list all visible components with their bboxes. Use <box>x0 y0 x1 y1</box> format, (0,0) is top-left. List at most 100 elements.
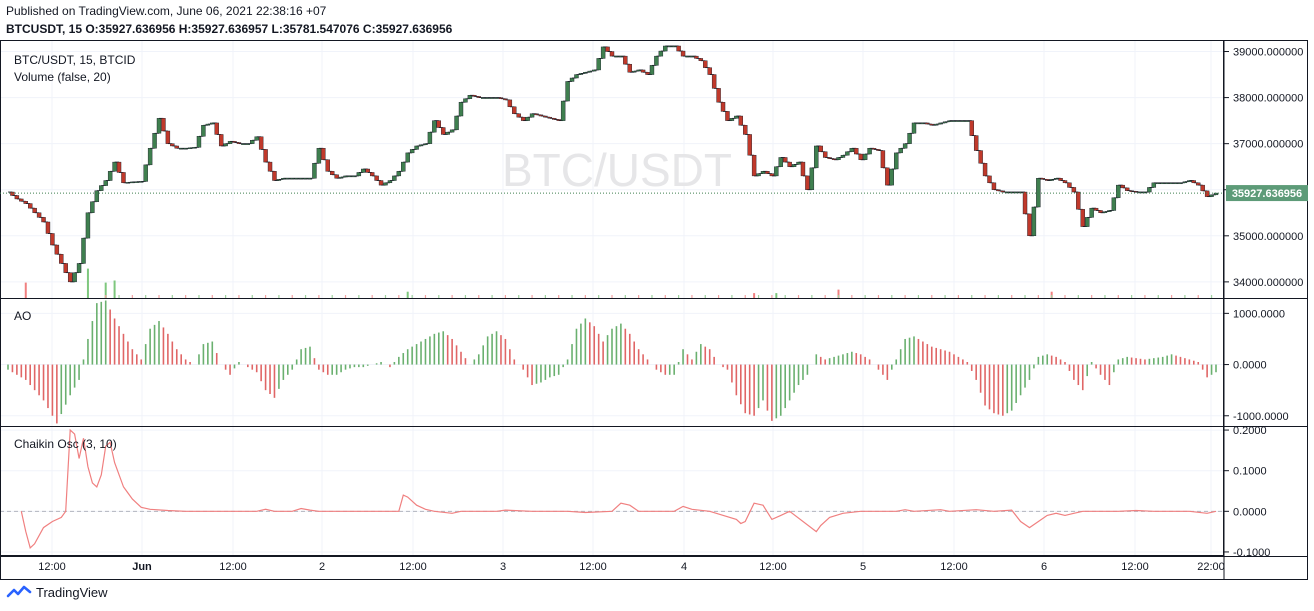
volume-bar <box>571 295 573 298</box>
candle <box>743 125 748 135</box>
chaikin-pane-title: Chaikin Osc (3, 10) <box>14 437 117 451</box>
candle <box>787 161 792 167</box>
volume-bar <box>638 295 640 298</box>
candle <box>218 134 224 147</box>
volume-bar <box>731 295 733 298</box>
watermark: BTC/USDT <box>502 144 732 196</box>
volume-bar <box>1117 295 1119 298</box>
volume-bar <box>504 295 507 298</box>
volume-bar <box>1077 295 1079 298</box>
volume-bar <box>971 295 973 298</box>
candle <box>263 149 268 163</box>
volume-bar <box>997 295 999 298</box>
candle <box>605 46 610 52</box>
volume-bar <box>86 268 89 298</box>
candle <box>45 221 51 234</box>
candle <box>623 55 628 65</box>
candle <box>809 167 815 190</box>
candle <box>725 111 730 121</box>
volume-bar <box>291 295 293 298</box>
candle <box>254 136 259 141</box>
volume-bar <box>145 295 147 298</box>
candle <box>1204 190 1210 197</box>
candle <box>107 171 113 181</box>
candle <box>14 195 20 200</box>
volume-bar <box>611 295 613 298</box>
volume-bar <box>185 295 187 298</box>
volume-bar <box>771 295 773 298</box>
candle <box>747 134 752 156</box>
time-tick-label: 2 <box>319 561 325 573</box>
volume-bar <box>158 295 160 298</box>
volume-bar <box>278 295 280 298</box>
volume-bar <box>717 295 720 298</box>
candle <box>258 136 264 150</box>
candle <box>1111 197 1117 211</box>
candle <box>569 77 575 82</box>
volume-bar <box>371 295 373 298</box>
candle <box>778 157 783 167</box>
candle <box>969 120 974 136</box>
volume-bar <box>598 295 600 298</box>
last-price-label: 35927.636956 <box>0 185 1308 202</box>
candle <box>441 127 446 135</box>
ao-pane-title: AO <box>14 309 31 323</box>
volume-bar <box>753 293 756 298</box>
candle <box>854 148 859 155</box>
ao-tick-label: 0.0000 <box>1233 360 1267 372</box>
candle <box>214 122 219 135</box>
candle <box>85 212 91 239</box>
price-tick-label: 34000.000000 <box>1233 277 1303 289</box>
candle <box>800 161 806 177</box>
candle <box>196 136 202 148</box>
volume-bar <box>238 295 240 298</box>
volume-bar <box>491 295 493 298</box>
candle <box>272 171 277 181</box>
volume-bar <box>1037 295 1039 298</box>
volume-bar <box>1157 295 1159 298</box>
volume-bars <box>24 268 1213 298</box>
volume-bar <box>304 295 307 298</box>
candle <box>427 131 433 144</box>
outer-frame <box>0 40 1308 580</box>
candle <box>41 217 46 223</box>
candle <box>67 272 73 283</box>
candle <box>147 148 153 166</box>
candle <box>392 175 397 181</box>
candle <box>325 159 330 172</box>
volume-legend: Volume (false, 20) <box>14 70 111 84</box>
volume-bar <box>105 295 107 298</box>
volume-bar <box>824 295 826 298</box>
price-series <box>8 45 1219 283</box>
volume-bar <box>757 295 760 298</box>
time-tick-label: 4 <box>681 561 687 573</box>
volume-bar <box>1051 295 1053 298</box>
candle <box>716 88 721 103</box>
published-line: Published on TradingView.com, June 06, 2… <box>6 4 327 18</box>
candle <box>1071 187 1077 193</box>
volume-bar <box>904 295 906 298</box>
candle <box>156 118 162 134</box>
time-tick-label: 12:00 <box>38 561 66 573</box>
chaikin-series <box>20 428 1217 550</box>
candle <box>409 149 415 154</box>
candle <box>161 118 166 132</box>
candle <box>50 233 55 246</box>
volume-bar <box>331 295 333 298</box>
candle <box>676 45 681 52</box>
main-pane-title: BTC/USDT, 15, BTCID <box>14 53 136 67</box>
volume-bar <box>877 295 880 298</box>
candle <box>1031 206 1037 237</box>
candle <box>401 161 406 172</box>
candle <box>654 55 659 66</box>
tradingview-brand[interactable]: TradingView <box>6 584 108 600</box>
time-tick-label: 22:00 <box>1197 561 1225 573</box>
candle <box>911 122 917 134</box>
candle <box>889 168 894 186</box>
volume-bar <box>24 282 27 298</box>
candle <box>454 115 459 131</box>
time-tick-label: 5 <box>860 561 866 573</box>
candle <box>334 174 339 179</box>
candle <box>982 163 988 177</box>
